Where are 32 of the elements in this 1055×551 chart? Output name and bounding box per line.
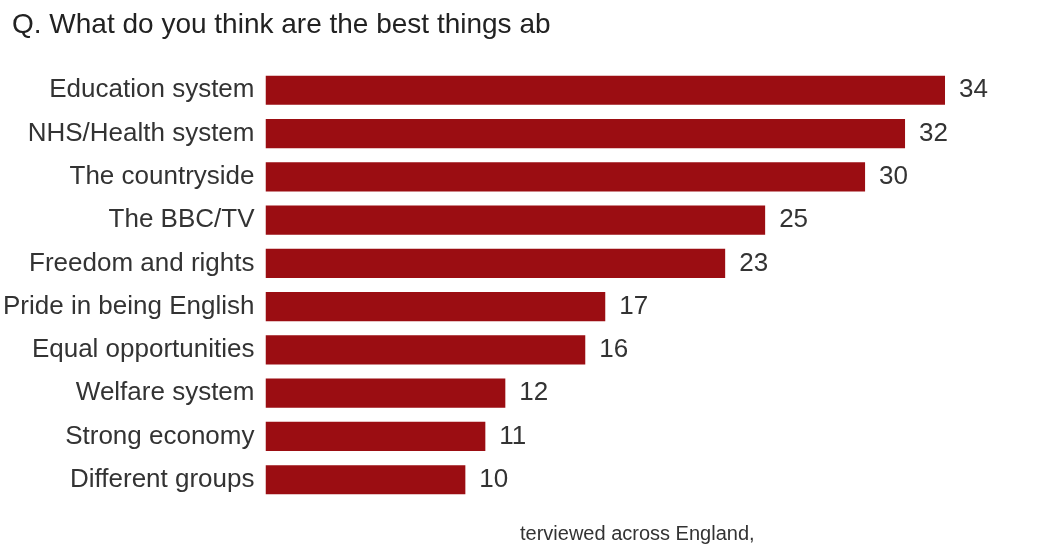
bar	[265, 75, 946, 105]
data-label: 16	[599, 333, 629, 364]
y-tick-label: Different groups	[69, 462, 255, 493]
data-label: 32	[919, 116, 948, 147]
y-tick-label: The countryside	[69, 159, 255, 190]
y-tick-label: NHS/Health system	[27, 116, 255, 147]
bar	[265, 421, 486, 452]
data-label: 10	[479, 462, 509, 493]
bar	[265, 292, 606, 322]
data-label: 23	[739, 246, 769, 277]
data-label: 34	[959, 73, 988, 104]
y-tick-label: Freedom and rights	[29, 246, 255, 277]
bar	[265, 118, 906, 149]
bar	[265, 378, 506, 408]
data-label: 12	[519, 376, 549, 407]
data-label: 25	[779, 203, 809, 234]
y-tick-label: Welfare system	[75, 376, 255, 407]
bar	[265, 162, 866, 192]
data-label: 11	[499, 419, 527, 450]
y-tick-label: The BBC/TV	[108, 203, 256, 234]
y-tick-label: Equal opportunities	[31, 333, 255, 364]
y-tick-label: Education system	[49, 73, 255, 104]
bar	[265, 465, 466, 495]
y-tick-label: Strong economy	[65, 419, 255, 450]
bar	[265, 205, 766, 235]
y-tick-label: Pride in being English	[2, 289, 255, 320]
bar	[265, 248, 726, 278]
data-label: 17	[619, 289, 649, 320]
bar	[265, 335, 586, 365]
data-label: 30	[879, 159, 908, 190]
text: terviewed across England,	[520, 522, 755, 545]
chart-title: Q. What do you think are the best things ab	[12, 8, 551, 40]
